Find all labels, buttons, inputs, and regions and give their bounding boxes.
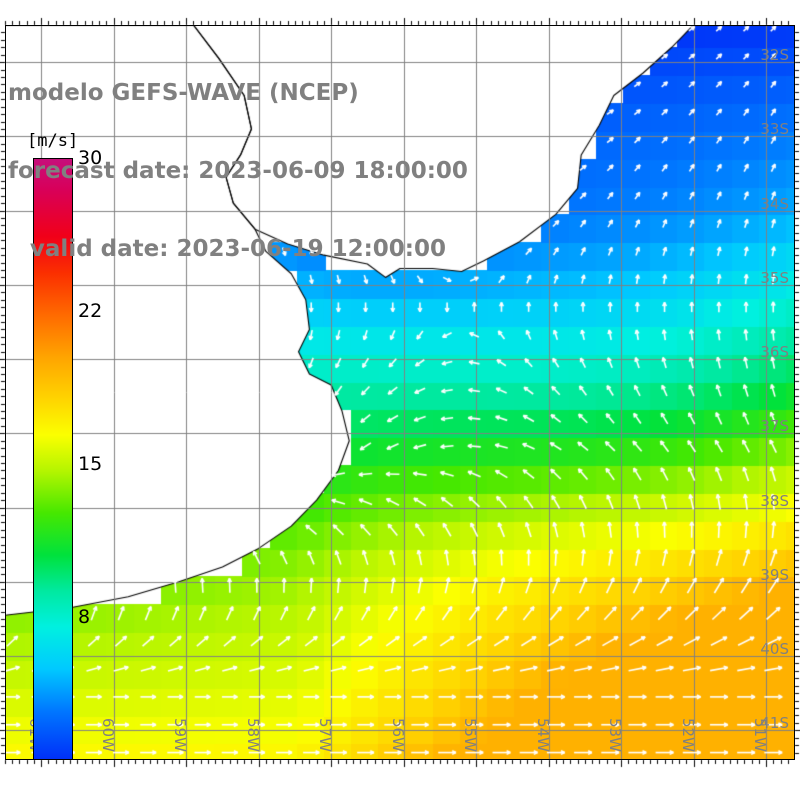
lat-label-40s: 40S xyxy=(760,640,789,659)
lon-label-54w: 54W xyxy=(533,718,552,752)
lon-label-60w: 60W xyxy=(98,718,117,752)
lon-label-58w: 58W xyxy=(243,718,262,752)
lat-label-32s: 32S xyxy=(760,46,789,65)
lon-label-55w: 55W xyxy=(461,718,480,752)
lon-label-52w: 52W xyxy=(678,718,697,752)
forecast-date: forecast date: 2023-06-09 18:00:00 xyxy=(8,158,468,184)
model-title: modelo GEFS-WAVE (NCEP) xyxy=(8,80,359,106)
valid-date: valid date: 2023-06-19 12:00:00 xyxy=(29,236,446,262)
title-block: modelo GEFS-WAVE (NCEP) forecast date: 2… xyxy=(8,28,468,314)
colorbar-tick-22: 22 xyxy=(78,300,103,322)
lon-label-56w: 56W xyxy=(388,718,407,752)
colorbar[interactable] xyxy=(33,158,73,760)
lat-label-39s: 39S xyxy=(760,565,789,584)
colorbar-gradient xyxy=(33,158,73,760)
lon-label-53w: 53W xyxy=(606,718,625,752)
lat-label-37s: 37S xyxy=(760,417,789,436)
lat-label-33s: 33S xyxy=(760,120,789,139)
lon-label-57w: 57W xyxy=(316,718,335,752)
lat-label-36s: 36S xyxy=(760,343,789,362)
colorbar-unit-label: [m/s] xyxy=(27,131,79,151)
colorbar-tick-30: 30 xyxy=(78,147,103,169)
lat-label-38s: 38S xyxy=(760,491,789,510)
lat-label-35s: 35S xyxy=(760,268,789,287)
lat-label-41s: 41S xyxy=(760,714,789,733)
lat-label-34s: 34S xyxy=(760,194,789,213)
colorbar-tick-15: 15 xyxy=(78,453,103,475)
colorbar-tick-8: 8 xyxy=(78,606,91,628)
lon-label-59w: 59W xyxy=(171,718,190,752)
